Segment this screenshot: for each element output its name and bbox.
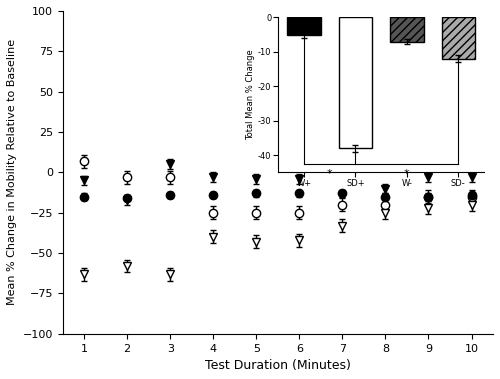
Y-axis label: Mean % Change in Mobility Relative to Baseline: Mean % Change in Mobility Relative to Ba… — [7, 39, 17, 305]
X-axis label: Test Duration (Minutes): Test Duration (Minutes) — [205, 359, 351, 372]
